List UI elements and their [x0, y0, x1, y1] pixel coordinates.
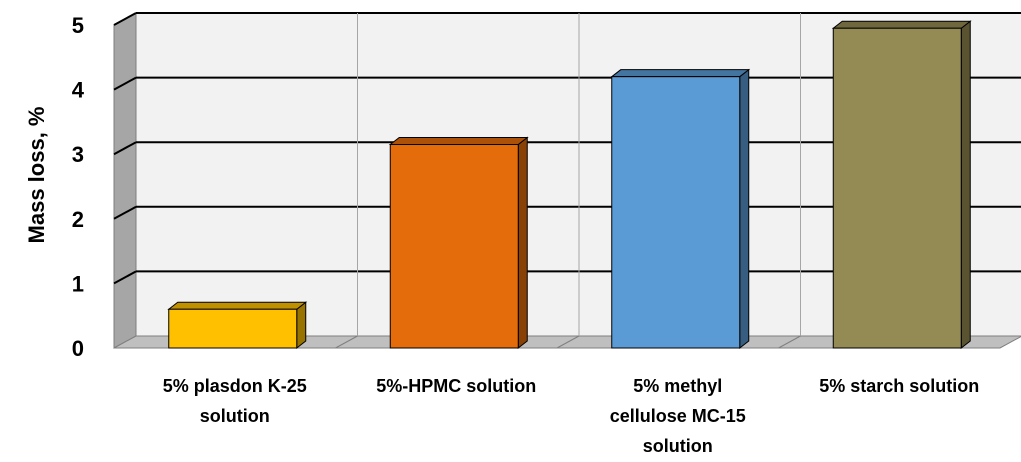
bar-side: [517, 136, 528, 350]
gridline-side: [113, 205, 137, 220]
bar: [831, 20, 972, 350]
bar-front: [832, 27, 962, 349]
bar-side: [739, 68, 750, 350]
bar: [388, 136, 529, 350]
bar-top: [388, 137, 529, 146]
y-tick-label: 0: [72, 336, 84, 361]
side-wall: [113, 12, 137, 349]
floor-divider: [556, 335, 580, 349]
x-category-label-line: solution: [200, 406, 270, 426]
y-tick-label: 1: [72, 271, 84, 296]
floor-divider: [778, 335, 801, 349]
y-tick-label: 4: [72, 78, 85, 103]
bar-top: [610, 69, 751, 78]
x-category-label-line: 5% starch solution: [819, 376, 979, 396]
y-tick-label: 3: [72, 142, 84, 167]
bar-top: [167, 301, 308, 310]
bar-side: [296, 301, 307, 350]
x-category-label: 5%-HPMC solution: [376, 376, 536, 396]
gridline-side: [113, 141, 137, 156]
bar-front: [389, 144, 519, 349]
x-category-label-line: 5% methyl: [633, 376, 722, 396]
bar-top: [831, 20, 972, 29]
category-labels: 5% plasdon K-25 solution 5%-HPMC solution 5…: [163, 376, 980, 456]
x-category-label: 5% starch solution: [819, 376, 979, 396]
gridline-side: [113, 270, 137, 285]
floor-divider: [335, 335, 358, 349]
bar-front: [168, 308, 298, 349]
x-category-label-line: cellulose MC-15: [610, 406, 746, 426]
bar: [167, 301, 308, 350]
y-tick-labels: 0 1 2 3 4 5: [72, 13, 85, 361]
bar-front: [611, 76, 741, 349]
y-tick-label: 5: [72, 13, 84, 38]
x-category-label-line: solution: [643, 436, 713, 456]
x-category-label-line: 5% plasdon K-25: [163, 376, 307, 396]
gridline-side: [113, 12, 137, 26]
y-axis-title: Mass loss, %: [24, 107, 49, 244]
x-category-label-line: 5%-HPMC solution: [376, 376, 536, 396]
bar: [610, 68, 751, 350]
bar-side: [960, 20, 971, 350]
y-tick-label: 2: [72, 207, 84, 232]
gridline-side: [113, 76, 137, 91]
x-category-label: 5% methyl cellulose MC-15 solution: [610, 376, 746, 456]
bars: [167, 20, 972, 350]
x-category-label: 5% plasdon K-25 solution: [163, 376, 307, 426]
